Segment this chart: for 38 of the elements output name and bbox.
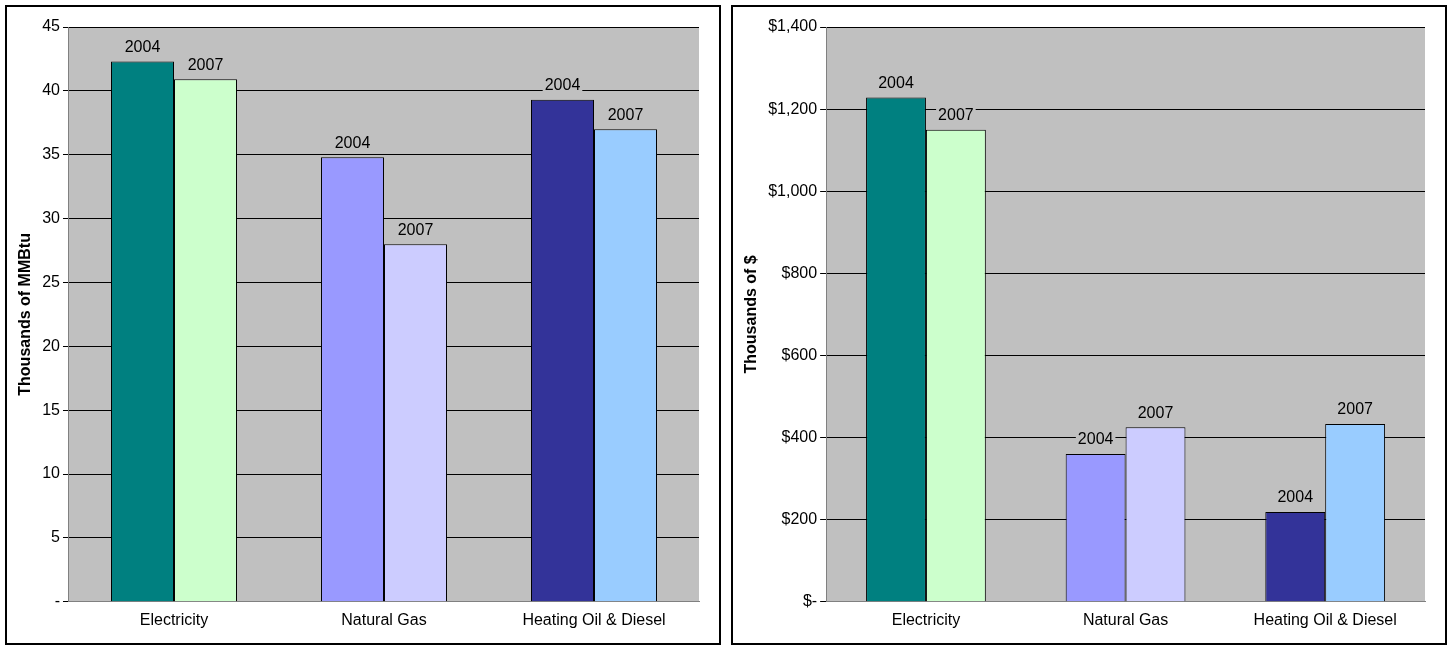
y-tick-label: $600 bbox=[781, 345, 818, 363]
x-tick-label: Heating Oil & Diesel bbox=[522, 610, 666, 628]
y-tick-label: $- bbox=[802, 592, 818, 610]
x-tick-label: Electricity bbox=[139, 610, 209, 628]
y-tick-label: 10 bbox=[42, 464, 61, 482]
y-tick-label: 15 bbox=[42, 400, 61, 418]
series-label: 2007 bbox=[187, 55, 224, 73]
series-label: 2004 bbox=[334, 133, 371, 151]
series-label: 2007 bbox=[1337, 400, 1374, 418]
y-tick-label: $1,000 bbox=[768, 181, 818, 199]
y-axis-title: Thousands of MMBtu bbox=[16, 233, 34, 396]
x-tick-label: Natural Gas bbox=[341, 610, 427, 628]
text: 2007 bbox=[1137, 403, 1174, 421]
x-tick-label: Natural Gas bbox=[1082, 610, 1169, 628]
y-tick-label: 35 bbox=[42, 145, 61, 163]
y-axis-title: Thousands of $ bbox=[742, 255, 760, 374]
y-tick-label: $400 bbox=[781, 427, 818, 445]
y-tick-label: - bbox=[54, 592, 60, 610]
y-tick-label: 30 bbox=[42, 209, 61, 227]
text: 2004 bbox=[1277, 488, 1314, 506]
series-label: 2004 bbox=[1077, 430, 1114, 448]
y-tick-label: $200 bbox=[781, 510, 818, 528]
y-tick-label: 5 bbox=[51, 528, 61, 546]
text: 2004 bbox=[878, 74, 914, 92]
y-tick-label: $800 bbox=[781, 263, 818, 281]
y-tick-label: 25 bbox=[42, 272, 61, 290]
text: 2007 bbox=[397, 220, 434, 238]
y-tick-label: 20 bbox=[42, 336, 61, 354]
y-tick-label: 40 bbox=[42, 81, 61, 99]
text: 2007 bbox=[607, 105, 644, 123]
text: 2007 bbox=[938, 106, 974, 124]
y-tick-label: $1,200 bbox=[768, 99, 818, 117]
text: 2004 bbox=[544, 76, 581, 94]
y-tick-label: 45 bbox=[42, 17, 61, 35]
x-tick-label: Heating Oil & Diesel bbox=[1253, 610, 1397, 628]
text: 2004 bbox=[124, 37, 161, 55]
y-tick-label: $1,400 bbox=[768, 17, 818, 35]
x-tick-label: Electricity bbox=[891, 610, 961, 628]
